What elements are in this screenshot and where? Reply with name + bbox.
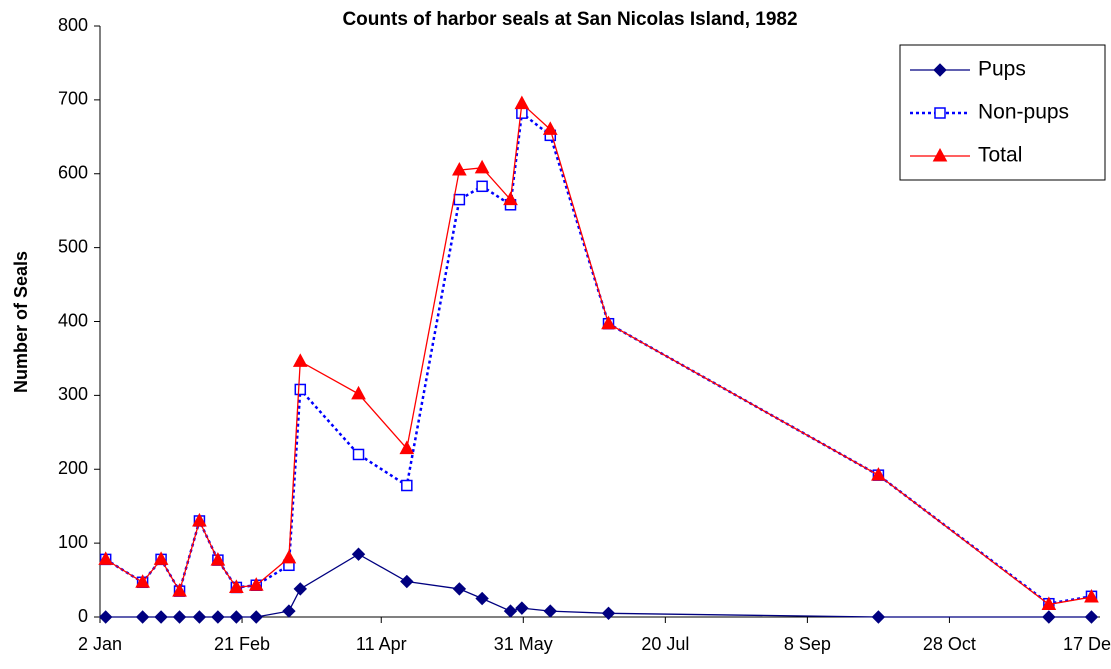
marker <box>542 121 558 135</box>
legend-marker <box>934 107 946 119</box>
legend-label: Total <box>978 144 1022 167</box>
y-tick-label: 600 <box>58 163 88 183</box>
marker <box>172 610 187 624</box>
chart-title: Counts of harbor seals at San Nicolas Is… <box>342 9 797 30</box>
marker <box>476 180 488 193</box>
marker <box>98 551 114 565</box>
y-tick-label: 500 <box>58 236 88 256</box>
marker <box>135 574 150 588</box>
marker <box>153 551 169 565</box>
series-line <box>105 110 1092 606</box>
marker <box>294 383 307 396</box>
marker <box>293 582 307 596</box>
marker <box>211 610 225 624</box>
marker <box>154 610 168 624</box>
x-tick-label: 28 Oct <box>923 634 976 654</box>
marker <box>503 604 518 618</box>
marker <box>475 591 489 606</box>
marker <box>351 547 366 561</box>
marker <box>474 159 490 174</box>
marker <box>400 574 414 589</box>
marker <box>453 193 466 206</box>
x-tick-label: 20 Jul <box>641 634 689 654</box>
marker <box>515 601 529 615</box>
marker <box>452 162 467 176</box>
marker <box>1042 610 1056 624</box>
marker <box>1084 610 1099 624</box>
legend-marker <box>933 63 947 77</box>
x-tick-label: 11 Apr <box>356 634 407 654</box>
x-tick-label: 31 May <box>494 634 553 654</box>
x-tick-label: 2 Jan <box>78 634 122 654</box>
marker <box>351 385 366 400</box>
marker <box>172 583 187 597</box>
marker <box>401 479 413 492</box>
y-tick-label: 0 <box>78 606 88 626</box>
y-tick-label: 100 <box>58 532 88 552</box>
marker <box>503 191 518 206</box>
y-tick-label: 700 <box>58 89 88 109</box>
marker <box>229 579 244 593</box>
marker <box>601 606 616 621</box>
legend-label: Pups <box>978 58 1026 81</box>
marker <box>452 582 467 596</box>
legend-marker <box>932 147 948 162</box>
marker <box>281 549 297 564</box>
marker <box>249 610 263 624</box>
marker <box>871 610 886 624</box>
marker <box>135 610 150 624</box>
marker <box>192 512 207 527</box>
marker <box>352 448 365 461</box>
marker <box>192 610 207 624</box>
marker <box>210 552 226 566</box>
y-axis-label: Number of Seals <box>11 251 31 393</box>
marker <box>601 315 616 330</box>
y-tick-label: 800 <box>58 15 88 35</box>
marker <box>399 440 415 455</box>
x-tick-label: 21 Feb <box>214 634 270 654</box>
marker <box>543 604 557 618</box>
marker <box>248 577 264 591</box>
marker <box>98 610 113 624</box>
marker <box>516 107 528 119</box>
y-tick-label: 300 <box>58 384 88 404</box>
x-tick-label: 8 Sep <box>784 634 831 654</box>
marker <box>282 604 296 618</box>
y-tick-label: 200 <box>58 458 88 478</box>
marker <box>229 610 244 624</box>
legend-label: Non-pups <box>978 101 1069 124</box>
x-tick-label: 17 Dec <box>1063 634 1111 654</box>
y-tick-label: 400 <box>58 310 88 330</box>
marker <box>1084 589 1099 603</box>
marker <box>292 353 308 367</box>
marker <box>1041 596 1057 610</box>
marker <box>514 95 530 110</box>
marker <box>871 467 886 481</box>
